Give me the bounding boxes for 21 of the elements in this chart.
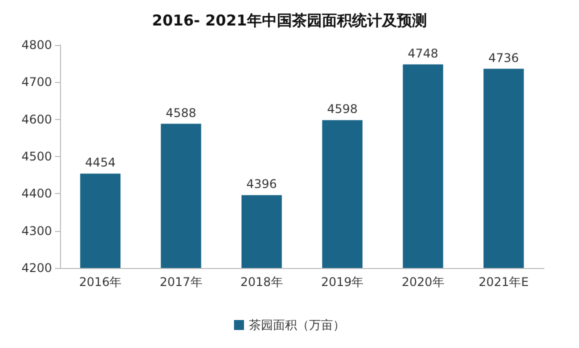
y-tick-label: 4400 (21, 186, 52, 201)
chart-title: 2016- 2021年中国茶园面积统计及预测 (152, 12, 427, 30)
x-tick-label: 2020年 (402, 275, 444, 289)
data-label: 4748 (408, 46, 438, 60)
y-tick-label: 4800 (21, 38, 52, 52)
y-tick-label: 4500 (21, 150, 52, 164)
data-label: 4598 (327, 102, 358, 116)
data-label: 4396 (246, 177, 277, 192)
y-tick-label: 4700 (21, 75, 52, 90)
legend-label: 茶园面积（万亩） (249, 318, 345, 332)
y-tick-label: 4200 (21, 261, 52, 275)
data-label: 4588 (166, 106, 196, 120)
x-tick-label: 2018年 (240, 275, 283, 289)
x-tick-label: 2017年 (160, 275, 202, 289)
data-label: 4736 (488, 50, 519, 65)
y-tick-label: 4600 (21, 112, 52, 126)
y-tick-label: 4300 (21, 224, 52, 238)
x-tick-label: 2021年E (478, 275, 529, 289)
x-tick-label: 2019年 (321, 275, 364, 289)
x-tick-label: 2016年 (79, 275, 122, 289)
data-label: 4454 (85, 156, 116, 170)
